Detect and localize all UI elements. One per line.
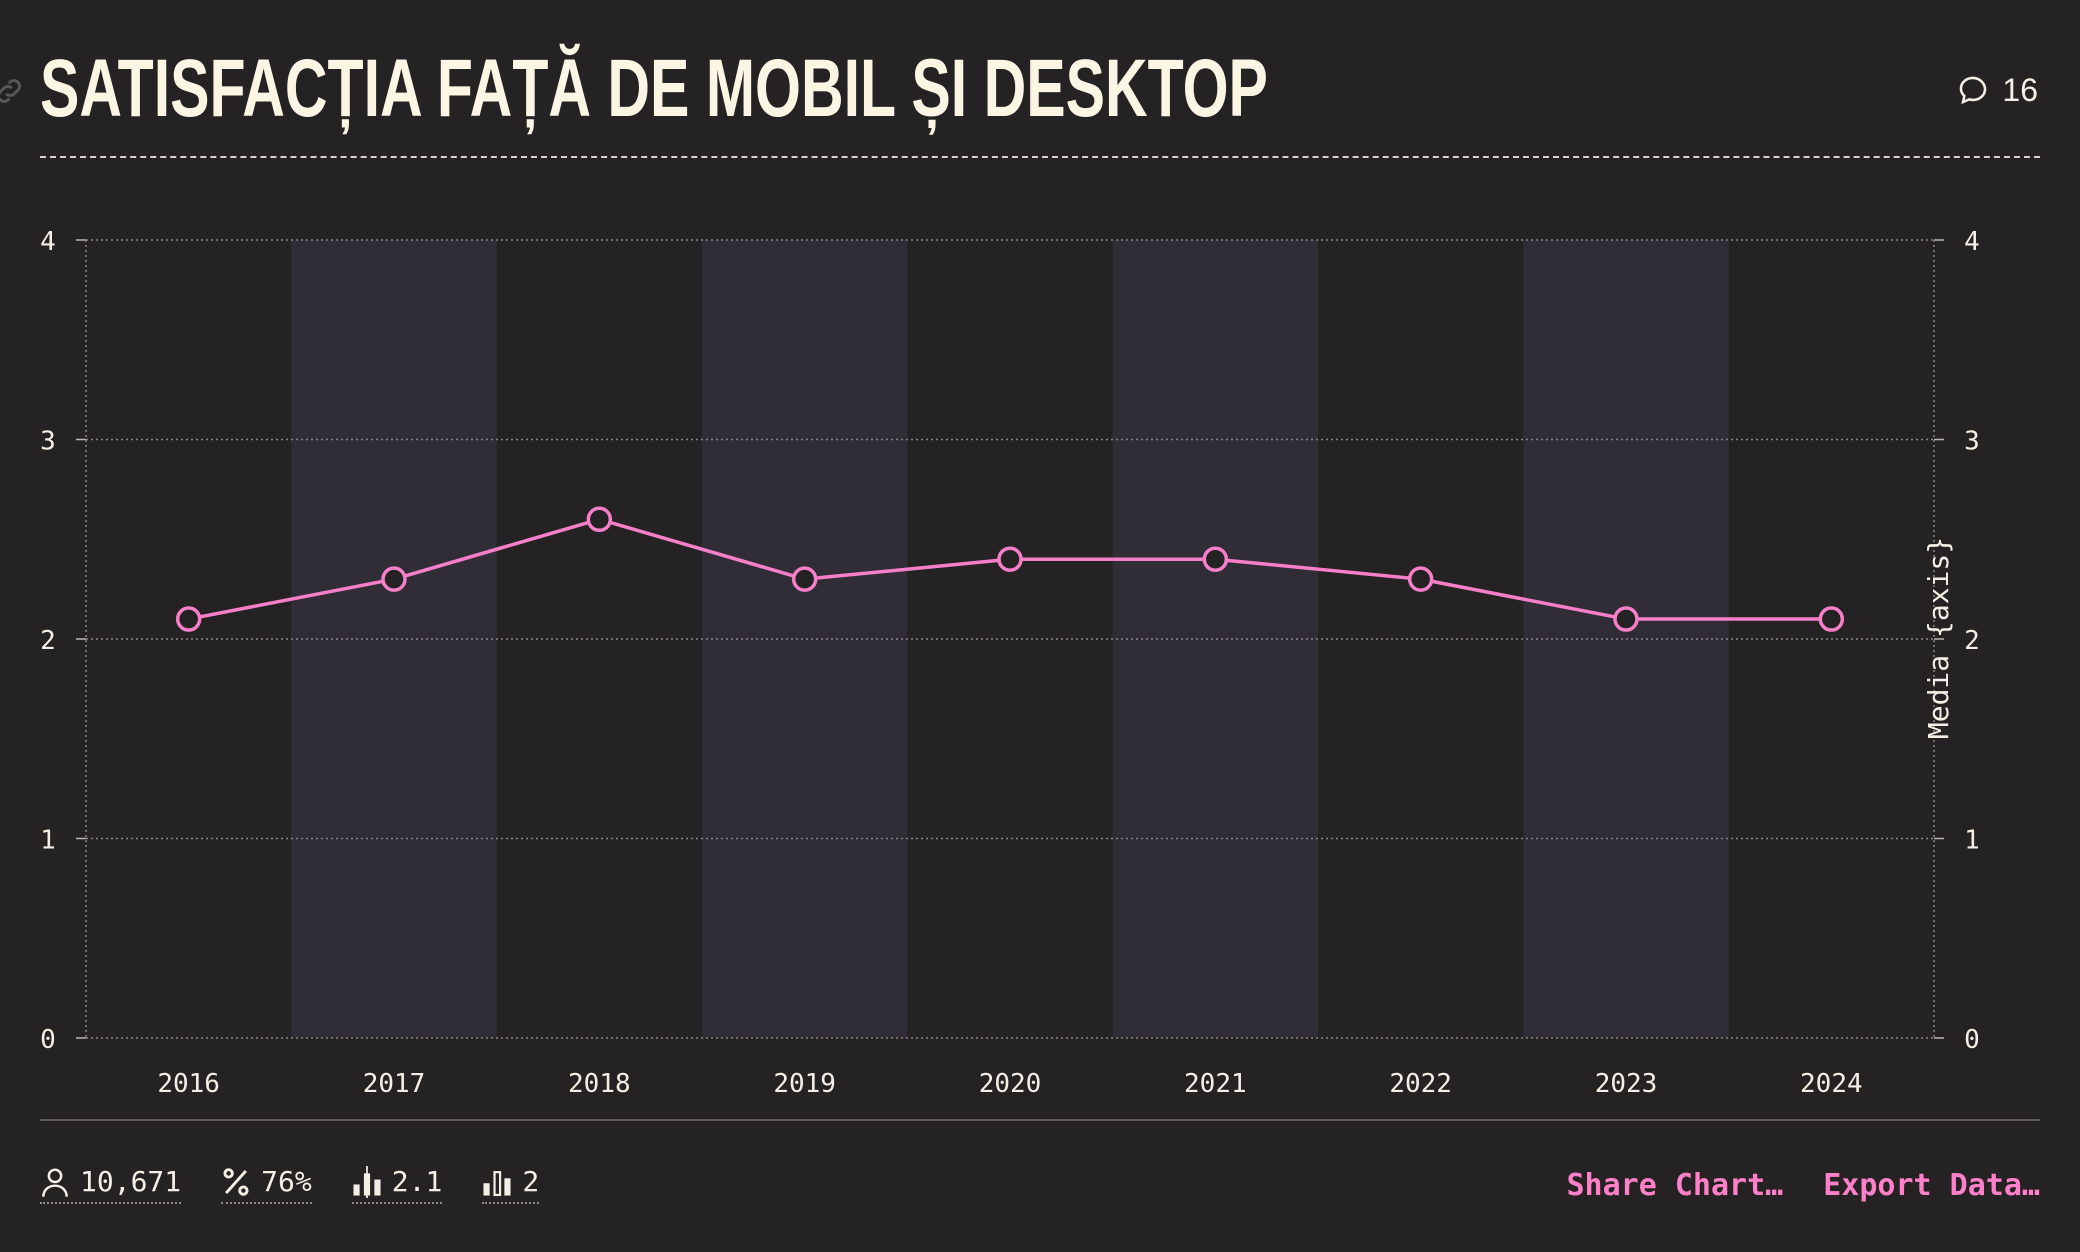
data-point <box>1202 546 1229 572</box>
data-point <box>586 506 613 533</box>
percentage-stat[interactable]: 76% <box>221 1165 312 1204</box>
respondents-stat[interactable]: 10,671 <box>40 1165 182 1204</box>
mode-bars-icon <box>483 1170 511 1196</box>
data-point <box>175 606 202 632</box>
comment-icon <box>1960 76 1987 105</box>
x-tick-label: 2018 <box>568 1069 631 1099</box>
summary-stats: 10,671 76% 2.1 2 <box>40 1165 540 1204</box>
comments-button[interactable]: 16 <box>1956 70 2038 110</box>
header-divider <box>40 156 2040 158</box>
median-bars-icon <box>353 1165 381 1198</box>
data-point <box>1407 566 1434 592</box>
data-point <box>381 566 407 592</box>
comment-count: 16 <box>2002 71 2038 108</box>
mode-value: 2 <box>522 1165 540 1198</box>
y-axis-title-right: Media {axis} <box>1922 537 1955 739</box>
user-icon <box>42 1167 68 1197</box>
y-tick-label: 0 <box>40 1025 56 1055</box>
data-point <box>1613 606 1639 632</box>
median-value: 2.1 <box>391 1165 443 1198</box>
export-data-link[interactable]: Export Data… <box>1823 1168 2040 1203</box>
y-tick-label: 4 <box>40 227 56 257</box>
y-tick-label-right: 1 <box>1964 826 1980 856</box>
y-tick-label: 3 <box>40 427 56 457</box>
y-tick-label-right: 3 <box>1964 427 1980 457</box>
y-tick-label-right: 4 <box>1964 227 1980 257</box>
chart-title: SATISFACȚIA FAȚĂ DE MOBIL ȘI DESKTOP <box>40 43 1268 134</box>
x-tick-label: 2019 <box>773 1069 836 1099</box>
line-chart: 0 0 1 1 2 2 3 3 4 4 Media {axis} 2016 2017 2018 2019 20… <box>40 227 1980 1099</box>
x-tick-label: 2017 <box>363 1069 426 1099</box>
chart-actions: Share Chart… Export Data… <box>1567 1168 2041 1203</box>
x-tick-label: 2023 <box>1595 1069 1658 1099</box>
data-point <box>1818 606 1845 632</box>
x-tick-label: 2022 <box>1389 1069 1452 1099</box>
footer-divider <box>40 1119 2040 1121</box>
data-point <box>997 546 1023 572</box>
link-icon[interactable] <box>0 74 26 108</box>
x-tick-label: 2021 <box>1184 1069 1247 1099</box>
y-tick-label: 2 <box>40 626 56 656</box>
percentage-value: 76% <box>261 1165 312 1198</box>
x-tick-label: 2020 <box>979 1069 1042 1099</box>
x-tick-label: 2016 <box>157 1069 220 1099</box>
y-tick-label: 1 <box>40 826 56 856</box>
x-tick-label: 2024 <box>1800 1069 1863 1099</box>
mode-stat[interactable]: 2 <box>482 1165 540 1204</box>
median-stat[interactable]: 2.1 <box>351 1165 443 1204</box>
share-chart-link[interactable]: Share Chart… <box>1566 1168 1784 1203</box>
data-point <box>791 566 818 592</box>
y-tick-label-right: 0 <box>1964 1025 1980 1055</box>
y-tick-label-right: 2 <box>1964 626 1980 656</box>
respondents-value: 10,671 <box>80 1165 182 1198</box>
percent-icon <box>223 1167 249 1196</box>
